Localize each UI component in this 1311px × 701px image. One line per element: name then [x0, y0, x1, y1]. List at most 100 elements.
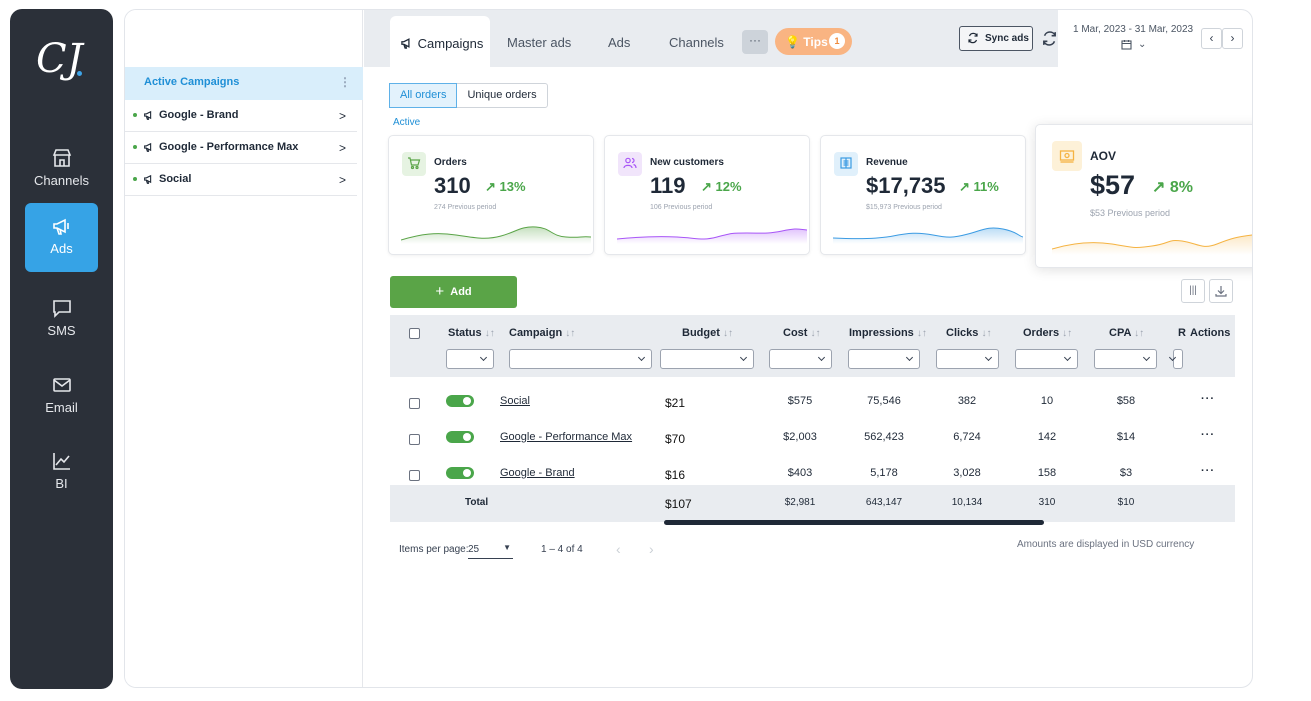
column-header-budget[interactable]: Budget ↓↑: [682, 327, 733, 339]
column-header-impressions[interactable]: Impressions ↓↑: [849, 327, 927, 339]
status-toggle[interactable]: [446, 395, 474, 407]
campaign-list-item[interactable]: Social >: [125, 164, 357, 196]
columns-button[interactable]: |||: [1181, 279, 1205, 303]
status-dot: [133, 177, 137, 181]
row-actions-button[interactable]: ···: [1201, 393, 1215, 405]
campaign-link[interactable]: Google - Performance Max: [500, 431, 633, 443]
budget-value[interactable]: $70: [665, 432, 686, 446]
campaign-list-item[interactable]: Google - Brand >: [125, 100, 357, 132]
total-cpa: $10: [1117, 497, 1135, 508]
status-filter-label: Active: [393, 117, 421, 128]
plus-icon: +: [435, 283, 445, 300]
tab-channels[interactable]: Channels: [669, 35, 724, 50]
kpi-card-orders[interactable]: Orders 310 ↗ 13% 274 Previous period: [388, 135, 594, 255]
nav-bi[interactable]: BI: [25, 447, 98, 516]
items-per-page-select[interactable]: 25 ▼: [468, 543, 513, 559]
column-header-orders[interactable]: Orders ↓↑: [1023, 327, 1072, 339]
cost-value: $2,003: [783, 431, 817, 443]
row-checkbox[interactable]: [409, 470, 420, 481]
active-campaigns-header[interactable]: Active Campaigns ⋮: [125, 67, 363, 100]
kpi-card-aov[interactable]: AOV $57 ↗ 8% $53 Previous period: [1035, 124, 1252, 268]
kpi-change: ↗ 8%: [1152, 177, 1193, 197]
table-row: Google - Brand $16 $403 5,178 3,028 158 …: [390, 458, 1235, 494]
nav-email[interactable]: Email: [25, 371, 98, 440]
budget-filter[interactable]: [660, 349, 754, 369]
campaign-link[interactable]: Google - Brand: [500, 467, 575, 479]
next-page-button[interactable]: ›: [649, 541, 654, 557]
status-dot: [133, 145, 137, 149]
column-header-clicks[interactable]: Clicks ↓↑: [946, 327, 991, 339]
row-actions-button[interactable]: ···: [1201, 465, 1215, 477]
kpi-change: ↗ 13%: [485, 179, 526, 195]
kpi-card-new-customers[interactable]: New customers 119 ↗ 12% 106 Previous per…: [604, 135, 810, 255]
brand-logo[interactable]: CJ: [36, 36, 83, 82]
tab-ads[interactable]: Ads: [608, 35, 631, 50]
impressions-value: 562,423: [864, 431, 904, 443]
refresh-icon[interactable]: [1041, 30, 1058, 47]
nav-label: Channels: [34, 173, 89, 188]
chevron-right-icon: >: [339, 141, 347, 155]
kebab-icon[interactable]: ⋮: [339, 75, 351, 89]
total-impressions: 643,147: [865, 497, 903, 508]
column-label: Cost: [783, 327, 808, 339]
sort-icon: ↓↑: [722, 328, 733, 339]
budget-value[interactable]: $21: [665, 396, 686, 410]
currency-note: Amounts are displayed in USD currency: [1017, 539, 1195, 550]
campaign-link[interactable]: Social: [500, 395, 530, 407]
next-period-button[interactable]: ›: [1222, 28, 1243, 49]
receipt-icon: [834, 152, 858, 176]
status-dot: [133, 113, 137, 117]
table-row: Google - Performance Max $70 $2,003 562,…: [390, 422, 1235, 458]
cost-filter[interactable]: [769, 349, 832, 369]
previous-page-button[interactable]: ‹: [616, 541, 621, 557]
column-header-campaign[interactable]: Campaign ↓↑: [509, 327, 575, 339]
status-toggle[interactable]: [446, 467, 474, 479]
row-checkbox[interactable]: [409, 434, 420, 445]
calendar-icon[interactable]: [1121, 39, 1132, 50]
column-label: Status: [448, 327, 482, 339]
column-header-status[interactable]: Status ↓↑: [448, 327, 495, 339]
chevron-down-icon[interactable]: ⌄: [1138, 39, 1147, 50]
column-header-cpa[interactable]: CPA ↓↑: [1109, 327, 1144, 339]
all-orders-button[interactable]: All orders: [389, 83, 458, 108]
sync-label: Sync ads: [985, 33, 1029, 44]
row-actions-button[interactable]: ···: [1201, 429, 1215, 441]
previous-period-button[interactable]: ‹: [1201, 28, 1222, 49]
download-button[interactable]: [1209, 279, 1233, 303]
nav-channels[interactable]: Channels: [25, 140, 98, 209]
column-header-cost[interactable]: Cost ↓↑: [783, 327, 821, 339]
order-type-toggle: All orders Unique orders: [389, 83, 548, 108]
clicks-filter[interactable]: [936, 349, 999, 369]
campaign-list-item[interactable]: Google - Performance Max >: [125, 132, 357, 164]
tab-campaigns[interactable]: Campaigns: [390, 16, 490, 67]
nav-sms[interactable]: SMS: [25, 294, 98, 363]
sync-ads-button[interactable]: Sync ads: [959, 26, 1033, 51]
select-all-checkbox[interactable]: [409, 328, 420, 339]
campaign-filter[interactable]: [509, 349, 652, 369]
orders-filter[interactable]: [1015, 349, 1078, 369]
cpa-filter[interactable]: [1094, 349, 1157, 369]
horizontal-scrollbar[interactable]: [664, 520, 1044, 525]
status-filter[interactable]: [446, 349, 494, 369]
new-customers-sparkline: [617, 228, 807, 244]
kpi-card-revenue[interactable]: Revenue $17,735 ↗ 11% $15,973 Previous p…: [820, 135, 1026, 255]
more-tabs-button[interactable]: ···: [742, 30, 768, 54]
status-toggle[interactable]: [446, 431, 474, 443]
tab-label: Campaigns: [417, 36, 484, 51]
campaign-name: Google - Brand: [159, 109, 239, 121]
kpi-value: $57: [1090, 170, 1136, 200]
tab-master-ads[interactable]: Master ads: [507, 35, 572, 50]
cpa-value: $14: [1116, 431, 1136, 443]
impressions-filter[interactable]: [848, 349, 920, 369]
unique-orders-button[interactable]: Unique orders: [467, 89, 537, 101]
date-range-label[interactable]: 1 Mar, 2023 - 31 Mar, 2023: [1073, 24, 1194, 35]
tips-button[interactable]: 💡 Tips 1: [775, 28, 852, 55]
row-checkbox[interactable]: [409, 398, 420, 409]
total-budget: $107: [665, 497, 692, 511]
cart-icon: [402, 152, 426, 176]
column-header-r[interactable]: R: [1178, 327, 1186, 339]
r-filter[interactable]: [1173, 349, 1183, 369]
budget-value[interactable]: $16: [665, 468, 686, 482]
add-campaign-button[interactable]: + Add: [390, 276, 517, 308]
nav-ads[interactable]: Ads: [25, 203, 98, 272]
